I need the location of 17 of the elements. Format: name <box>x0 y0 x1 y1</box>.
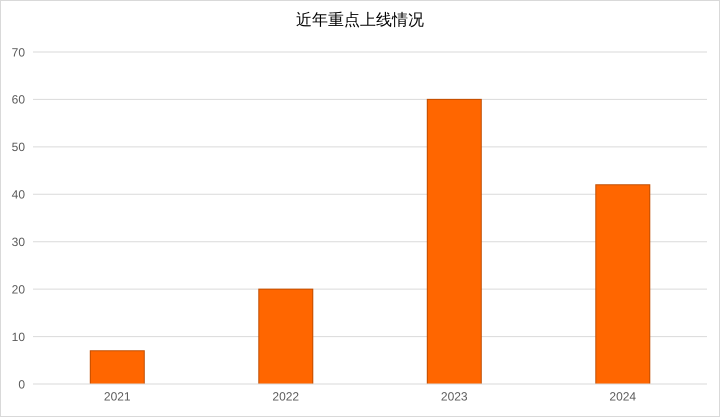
bar <box>426 98 482 384</box>
y-tick-label: 40 <box>12 188 26 202</box>
x-tick-label: 2022 <box>272 390 300 404</box>
y-tick-label: 30 <box>12 234 26 249</box>
y-tick-label: 70 <box>12 45 26 60</box>
x-tick-label: 2023 <box>440 390 468 404</box>
chart-title: 近年重点上线情况 <box>295 10 425 31</box>
bar <box>258 288 314 384</box>
bar <box>595 184 650 384</box>
y-tick-label: 50 <box>12 140 26 154</box>
y-tick-label: 0 <box>18 377 26 392</box>
y-tick-label: 60 <box>12 92 26 107</box>
y-tick-label: 20 <box>12 282 26 296</box>
y-tick-label: 10 <box>12 330 26 344</box>
bar <box>90 350 145 384</box>
x-tick-label: 2021 <box>104 390 131 404</box>
x-tick-label: 2024 <box>609 390 636 404</box>
